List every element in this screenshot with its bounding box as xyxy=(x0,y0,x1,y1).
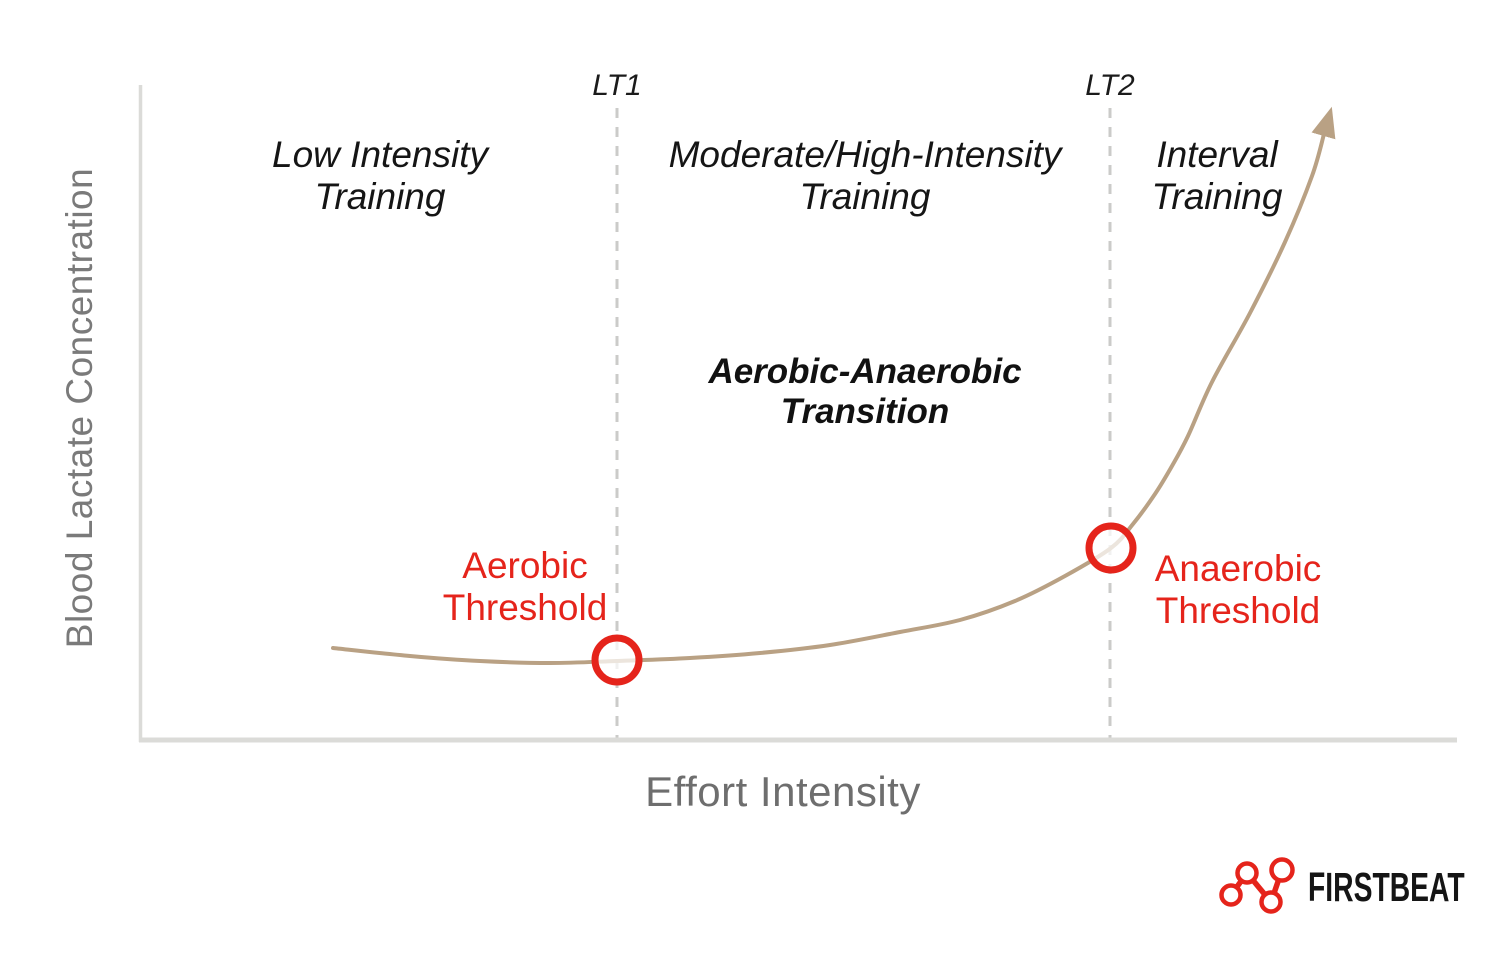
aerobic-threshold-label: Aerobic Threshold xyxy=(443,545,608,629)
y-axis-label: Blood Lactate Concentration xyxy=(59,167,100,649)
threshold-label-line: Threshold xyxy=(442,587,608,628)
zone-label-interval: Interval Training xyxy=(1152,134,1283,218)
zone-label-line: Low Intensity xyxy=(272,134,488,175)
threshold-label-line: Threshold xyxy=(1155,590,1321,631)
transition-annotation-line: Transition xyxy=(780,392,950,431)
zone-label-line: Training xyxy=(1151,176,1283,217)
zone-label-line: Training xyxy=(799,176,931,217)
lt1-marker-circle xyxy=(591,634,643,686)
transition-annotation: Aerobic-Anaerobic Transition xyxy=(708,352,1021,432)
x-axis-label: Effort Intensity xyxy=(645,768,921,815)
firstbeat-logo: FIRSTBEAT xyxy=(1218,857,1500,917)
zone-label-moderate-high-intensity: Moderate/High-Intensity Training xyxy=(669,134,1062,218)
transition-annotation-line: Aerobic-Anaerobic xyxy=(708,352,1022,391)
zone-label-line: Training xyxy=(314,176,446,217)
zone-label-line: Moderate/High-Intensity xyxy=(668,134,1062,175)
threshold-label-line: Anaerobic xyxy=(1154,548,1322,589)
anaerobic-threshold-label: Anaerobic Threshold xyxy=(1155,548,1322,632)
lt1-label: LT1 xyxy=(592,69,642,102)
lt2-label: LT2 xyxy=(1085,69,1135,102)
network-nodes-icon xyxy=(1219,857,1295,914)
firstbeat-wordmark: FIRSTBEAT xyxy=(1308,863,1465,910)
threshold-label-line: Aerobic xyxy=(462,545,588,586)
lactate-curve xyxy=(331,106,1336,665)
lt2-marker-circle xyxy=(1085,522,1137,574)
zone-label-line: Interval xyxy=(1156,134,1278,175)
zone-label-low-intensity: Low Intensity Training xyxy=(272,134,488,218)
